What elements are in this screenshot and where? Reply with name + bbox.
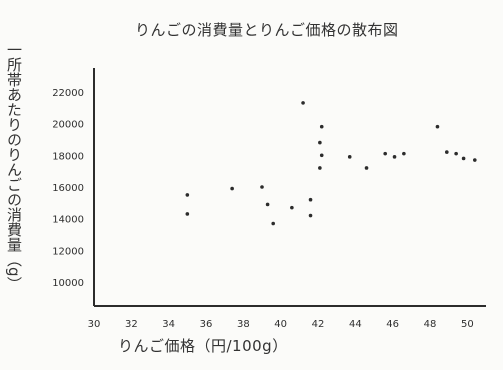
x-tick-label: 44 bbox=[349, 319, 362, 330]
x-tick-label: 48 bbox=[424, 319, 437, 330]
scatter-point bbox=[301, 101, 305, 105]
scatter-point bbox=[435, 124, 440, 129]
x-tick-label: 40 bbox=[274, 319, 287, 330]
y-tick-label: 14000 bbox=[52, 215, 84, 226]
x-tick-label: 46 bbox=[386, 319, 399, 330]
scatter-point bbox=[364, 166, 369, 170]
y-ticks: 10000 12000 14000 16000 18000 20000 22000 bbox=[52, 88, 84, 289]
y-tick-label: 16000 bbox=[52, 183, 84, 194]
scatter-point bbox=[473, 158, 477, 162]
scatter-point bbox=[265, 202, 270, 207]
y-tick-label: 18000 bbox=[52, 151, 84, 162]
scatter-point bbox=[308, 197, 313, 202]
x-tick-label: 34 bbox=[162, 319, 175, 330]
scatter-point bbox=[318, 166, 322, 170]
x-ticks: 30 32 34 36 38 40 42 44 46 48 50 bbox=[88, 319, 474, 330]
axes bbox=[93, 68, 486, 307]
scatter-point bbox=[347, 155, 352, 159]
scatter-point bbox=[271, 221, 276, 226]
y-tick-label: 20000 bbox=[52, 120, 84, 131]
scatter-point bbox=[392, 155, 397, 159]
scatter-point bbox=[402, 151, 406, 156]
y-axis-label-text: 一所帯あたりのりんごの消費量（g） bbox=[5, 42, 23, 292]
scatter-points bbox=[185, 101, 477, 226]
x-tick-label: 38 bbox=[237, 319, 250, 330]
scatter-point bbox=[383, 151, 388, 156]
scatter-point bbox=[454, 151, 458, 156]
scatter-point bbox=[185, 193, 190, 197]
y-axis-label: 一所帯あたりのりんごの消費量（g） bbox=[5, 42, 23, 292]
scatter-point bbox=[319, 153, 324, 158]
scatter-point bbox=[461, 156, 466, 161]
scatter-point bbox=[290, 205, 294, 210]
y-tick-label: 22000 bbox=[52, 88, 84, 99]
scatter-point bbox=[185, 212, 190, 216]
y-tick-label: 10000 bbox=[52, 278, 84, 289]
x-tick-label: 30 bbox=[88, 319, 101, 330]
scatter-point bbox=[230, 186, 234, 191]
scatter-point bbox=[318, 140, 322, 145]
chart-title: りんごの消費量とりんご価格の散布図 bbox=[135, 21, 399, 39]
scatter-point bbox=[445, 150, 449, 154]
scatter-point bbox=[308, 213, 313, 218]
scatter-point bbox=[260, 185, 264, 189]
scatter-point bbox=[319, 124, 324, 129]
y-tick-label: 12000 bbox=[52, 246, 84, 257]
x-tick-label: 42 bbox=[312, 319, 325, 330]
x-tick-label: 32 bbox=[125, 319, 138, 330]
x-axis-label: りんご価格（円/100g） bbox=[118, 337, 288, 355]
x-tick-label: 36 bbox=[200, 319, 213, 330]
x-tick-label: 50 bbox=[461, 319, 474, 330]
